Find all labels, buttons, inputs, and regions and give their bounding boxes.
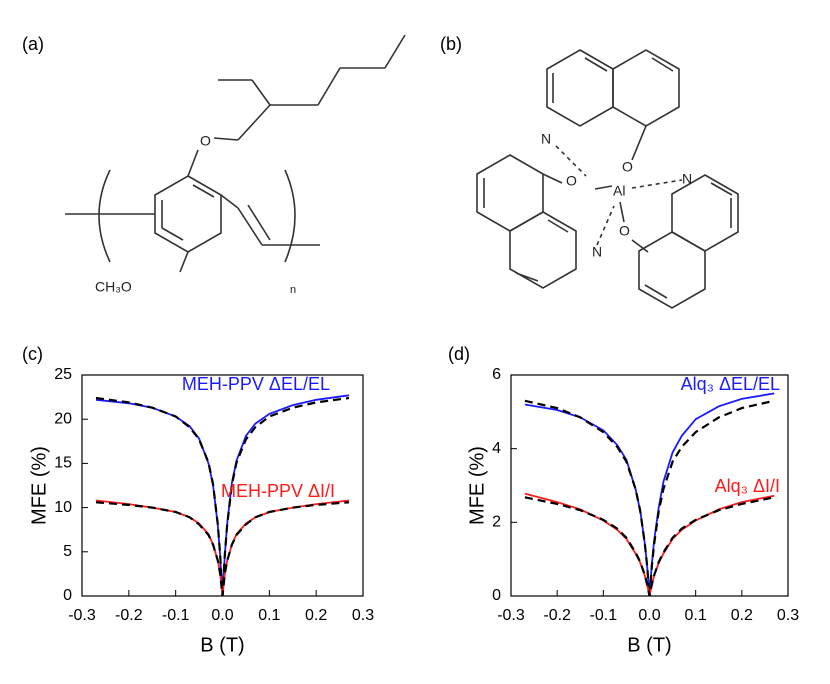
panel-label: (c) xyxy=(22,344,43,364)
fit-line xyxy=(524,399,775,597)
series-label: Alq₃ ΔI/I xyxy=(715,476,780,496)
atom-label: CH₃O xyxy=(95,279,132,295)
x-tick-label: 0.0 xyxy=(638,607,660,624)
panel-label: (a) xyxy=(22,34,44,54)
y-tick-label: 15 xyxy=(54,455,72,472)
atom-label: N xyxy=(682,171,692,187)
data-line xyxy=(524,492,775,597)
atom-label: n xyxy=(290,284,296,296)
x-tick-label: 0.3 xyxy=(777,607,799,624)
panel-label: (d) xyxy=(448,344,470,364)
y-tick-label: 20 xyxy=(54,410,72,427)
x-tick-label: 0.2 xyxy=(305,607,327,624)
meh-ppv-structure xyxy=(65,34,406,273)
series-label: MEH-PPV ΔI/I xyxy=(221,481,335,501)
x-tick-label: 0.1 xyxy=(685,607,707,624)
atom-label: N xyxy=(592,244,602,260)
x-axis-label: B (T) xyxy=(627,634,671,656)
atom-label: O xyxy=(200,133,211,149)
y-axis-label: MFE (%) xyxy=(466,446,488,525)
atom-label: O xyxy=(566,173,577,189)
x-tick-label: -0.1 xyxy=(162,607,190,624)
y-axis-label: MFE (%) xyxy=(28,446,50,525)
x-axis-label: B (T) xyxy=(200,634,244,656)
x-tick-label: 0.3 xyxy=(352,607,374,624)
x-tick-label: -0.2 xyxy=(543,607,571,624)
y-tick-label: 25 xyxy=(54,366,72,383)
y-tick-label: 2 xyxy=(492,514,501,531)
atom-label: N xyxy=(541,131,551,147)
fit-line xyxy=(95,501,350,597)
atom-label: O xyxy=(622,159,633,175)
series-label: MEH-PPV ΔEL/EL xyxy=(182,374,330,394)
y-tick-label: 5 xyxy=(63,543,72,560)
x-tick-label: -0.3 xyxy=(68,607,96,624)
x-tick-label: 0.2 xyxy=(731,607,753,624)
y-tick-label: 0 xyxy=(492,587,501,604)
y-tick-label: 10 xyxy=(54,499,72,516)
x-tick-label: -0.1 xyxy=(590,607,618,624)
y-tick-label: 0 xyxy=(63,587,72,604)
series-label: Alq₃ ΔEL/EL xyxy=(681,374,780,394)
y-tick-label: 6 xyxy=(492,366,501,383)
fit-line xyxy=(524,496,775,597)
panel-label: (b) xyxy=(440,34,462,54)
atom-label: O xyxy=(619,223,630,239)
atom-label: Al xyxy=(613,183,625,199)
x-tick-label: 0.0 xyxy=(211,607,233,624)
x-tick-label: 0.1 xyxy=(258,607,280,624)
y-tick-label: 4 xyxy=(492,440,501,457)
x-tick-label: -0.2 xyxy=(115,607,143,624)
alq3-structure xyxy=(476,49,739,309)
x-tick-label: -0.3 xyxy=(497,607,525,624)
